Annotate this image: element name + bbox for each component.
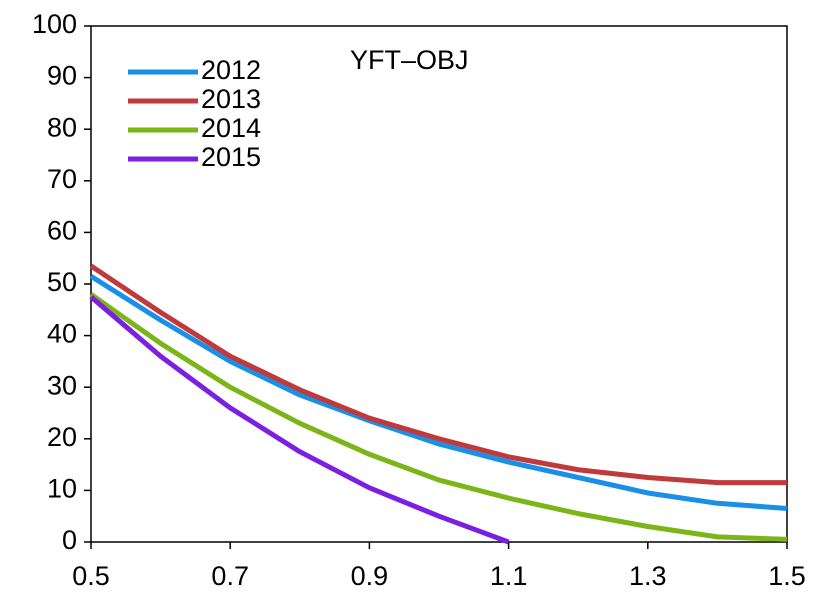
y-tick-label: 80 (47, 112, 77, 142)
y-tick-label: 50 (47, 267, 77, 297)
legend-label: 2013 (201, 84, 261, 114)
y-tick-label: 30 (47, 370, 77, 400)
y-tick-label: 100 (32, 9, 77, 39)
x-tick-label: 0.5 (72, 561, 110, 591)
series-line (89, 263, 787, 486)
y-tick-label: 70 (47, 164, 77, 194)
x-tick-label: 1.1 (490, 561, 528, 591)
chart-title: YFT–OBJ (350, 45, 469, 75)
y-tick-label: 10 (47, 474, 77, 504)
x-tick-label: 0.9 (351, 561, 389, 591)
series-line (89, 292, 788, 542)
legend-label: 2012 (201, 55, 261, 85)
legend-label: 2015 (201, 142, 261, 172)
y-tick-label: 0 (62, 525, 77, 555)
x-tick-label: 0.7 (211, 561, 249, 591)
y-tick-label: 60 (47, 216, 77, 246)
y-tick-label: 20 (47, 422, 77, 452)
x-tick-label: 1.3 (629, 561, 667, 591)
series-line (89, 274, 788, 511)
x-tick-label: 1.5 (768, 561, 806, 591)
y-tick-label: 40 (47, 319, 77, 349)
legend-label: 2014 (201, 113, 261, 143)
y-tick-label: 90 (47, 61, 77, 91)
series-line (89, 294, 510, 545)
